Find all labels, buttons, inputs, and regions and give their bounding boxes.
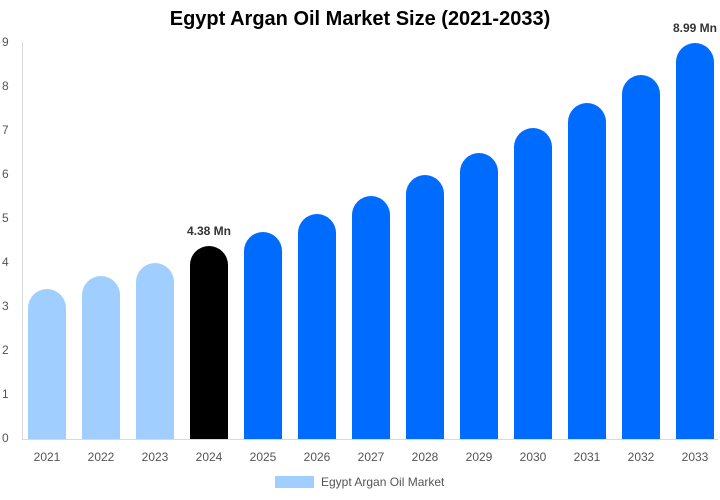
data-label-2033: 8.99 Mn — [672, 21, 717, 36]
x-tick-label: 2028 — [411, 450, 439, 464]
legend-swatch — [275, 476, 314, 488]
x-tick-label: 2026 — [303, 450, 331, 464]
y-tick-label: 9 — [2, 35, 9, 49]
x-tick-label: 2027 — [357, 450, 385, 464]
bar-2021[interactable] — [28, 288, 66, 439]
y-tick-label: 3 — [2, 299, 9, 313]
y-tick-label: 7 — [2, 123, 9, 137]
bar-2032[interactable] — [622, 75, 660, 439]
bar-2030[interactable] — [514, 128, 552, 439]
legend[interactable]: Egypt Argan Oil Market — [275, 475, 444, 489]
bar-2022[interactable] — [82, 275, 120, 439]
x-tick-label: 2030 — [519, 450, 547, 464]
y-tick-label: 1 — [2, 387, 9, 401]
y-tick-label: 2 — [2, 343, 9, 357]
y-axis-line — [22, 42, 23, 439]
x-axis-line — [22, 439, 718, 440]
x-tick-label: 2033 — [681, 450, 709, 464]
legend-label: Egypt Argan Oil Market — [321, 475, 445, 489]
bar-2033[interactable] — [676, 43, 714, 439]
x-tick-label: 2031 — [573, 450, 601, 464]
x-tick-label: 2022 — [87, 450, 115, 464]
bar-2025[interactable] — [244, 231, 282, 439]
x-tick-label: 2032 — [627, 450, 655, 464]
bar-2029[interactable] — [460, 152, 498, 439]
bar-2031[interactable] — [568, 103, 606, 439]
data-label-2024: 4.38 Mn — [186, 224, 231, 239]
chart-title: Egypt Argan Oil Market Size (2021-2033) — [169, 8, 551, 30]
y-tick-label: 8 — [2, 79, 9, 93]
bar-2024[interactable] — [190, 246, 228, 439]
x-tick-label: 2025 — [249, 450, 277, 464]
bar-2027[interactable] — [352, 195, 390, 439]
y-tick-label: 5 — [2, 211, 9, 225]
bar-2023[interactable] — [136, 262, 174, 439]
y-tick-label: 6 — [2, 167, 9, 181]
x-tick-label: 2021 — [33, 450, 61, 464]
x-tick-label: 2029 — [465, 450, 493, 464]
x-tick-label: 2023 — [141, 450, 169, 464]
bar-2028[interactable] — [406, 175, 444, 439]
x-tick-label: 2024 — [195, 450, 223, 464]
y-tick-label: 0 — [2, 431, 9, 445]
y-tick-label: 4 — [2, 255, 9, 269]
bar-2026[interactable] — [298, 213, 336, 439]
